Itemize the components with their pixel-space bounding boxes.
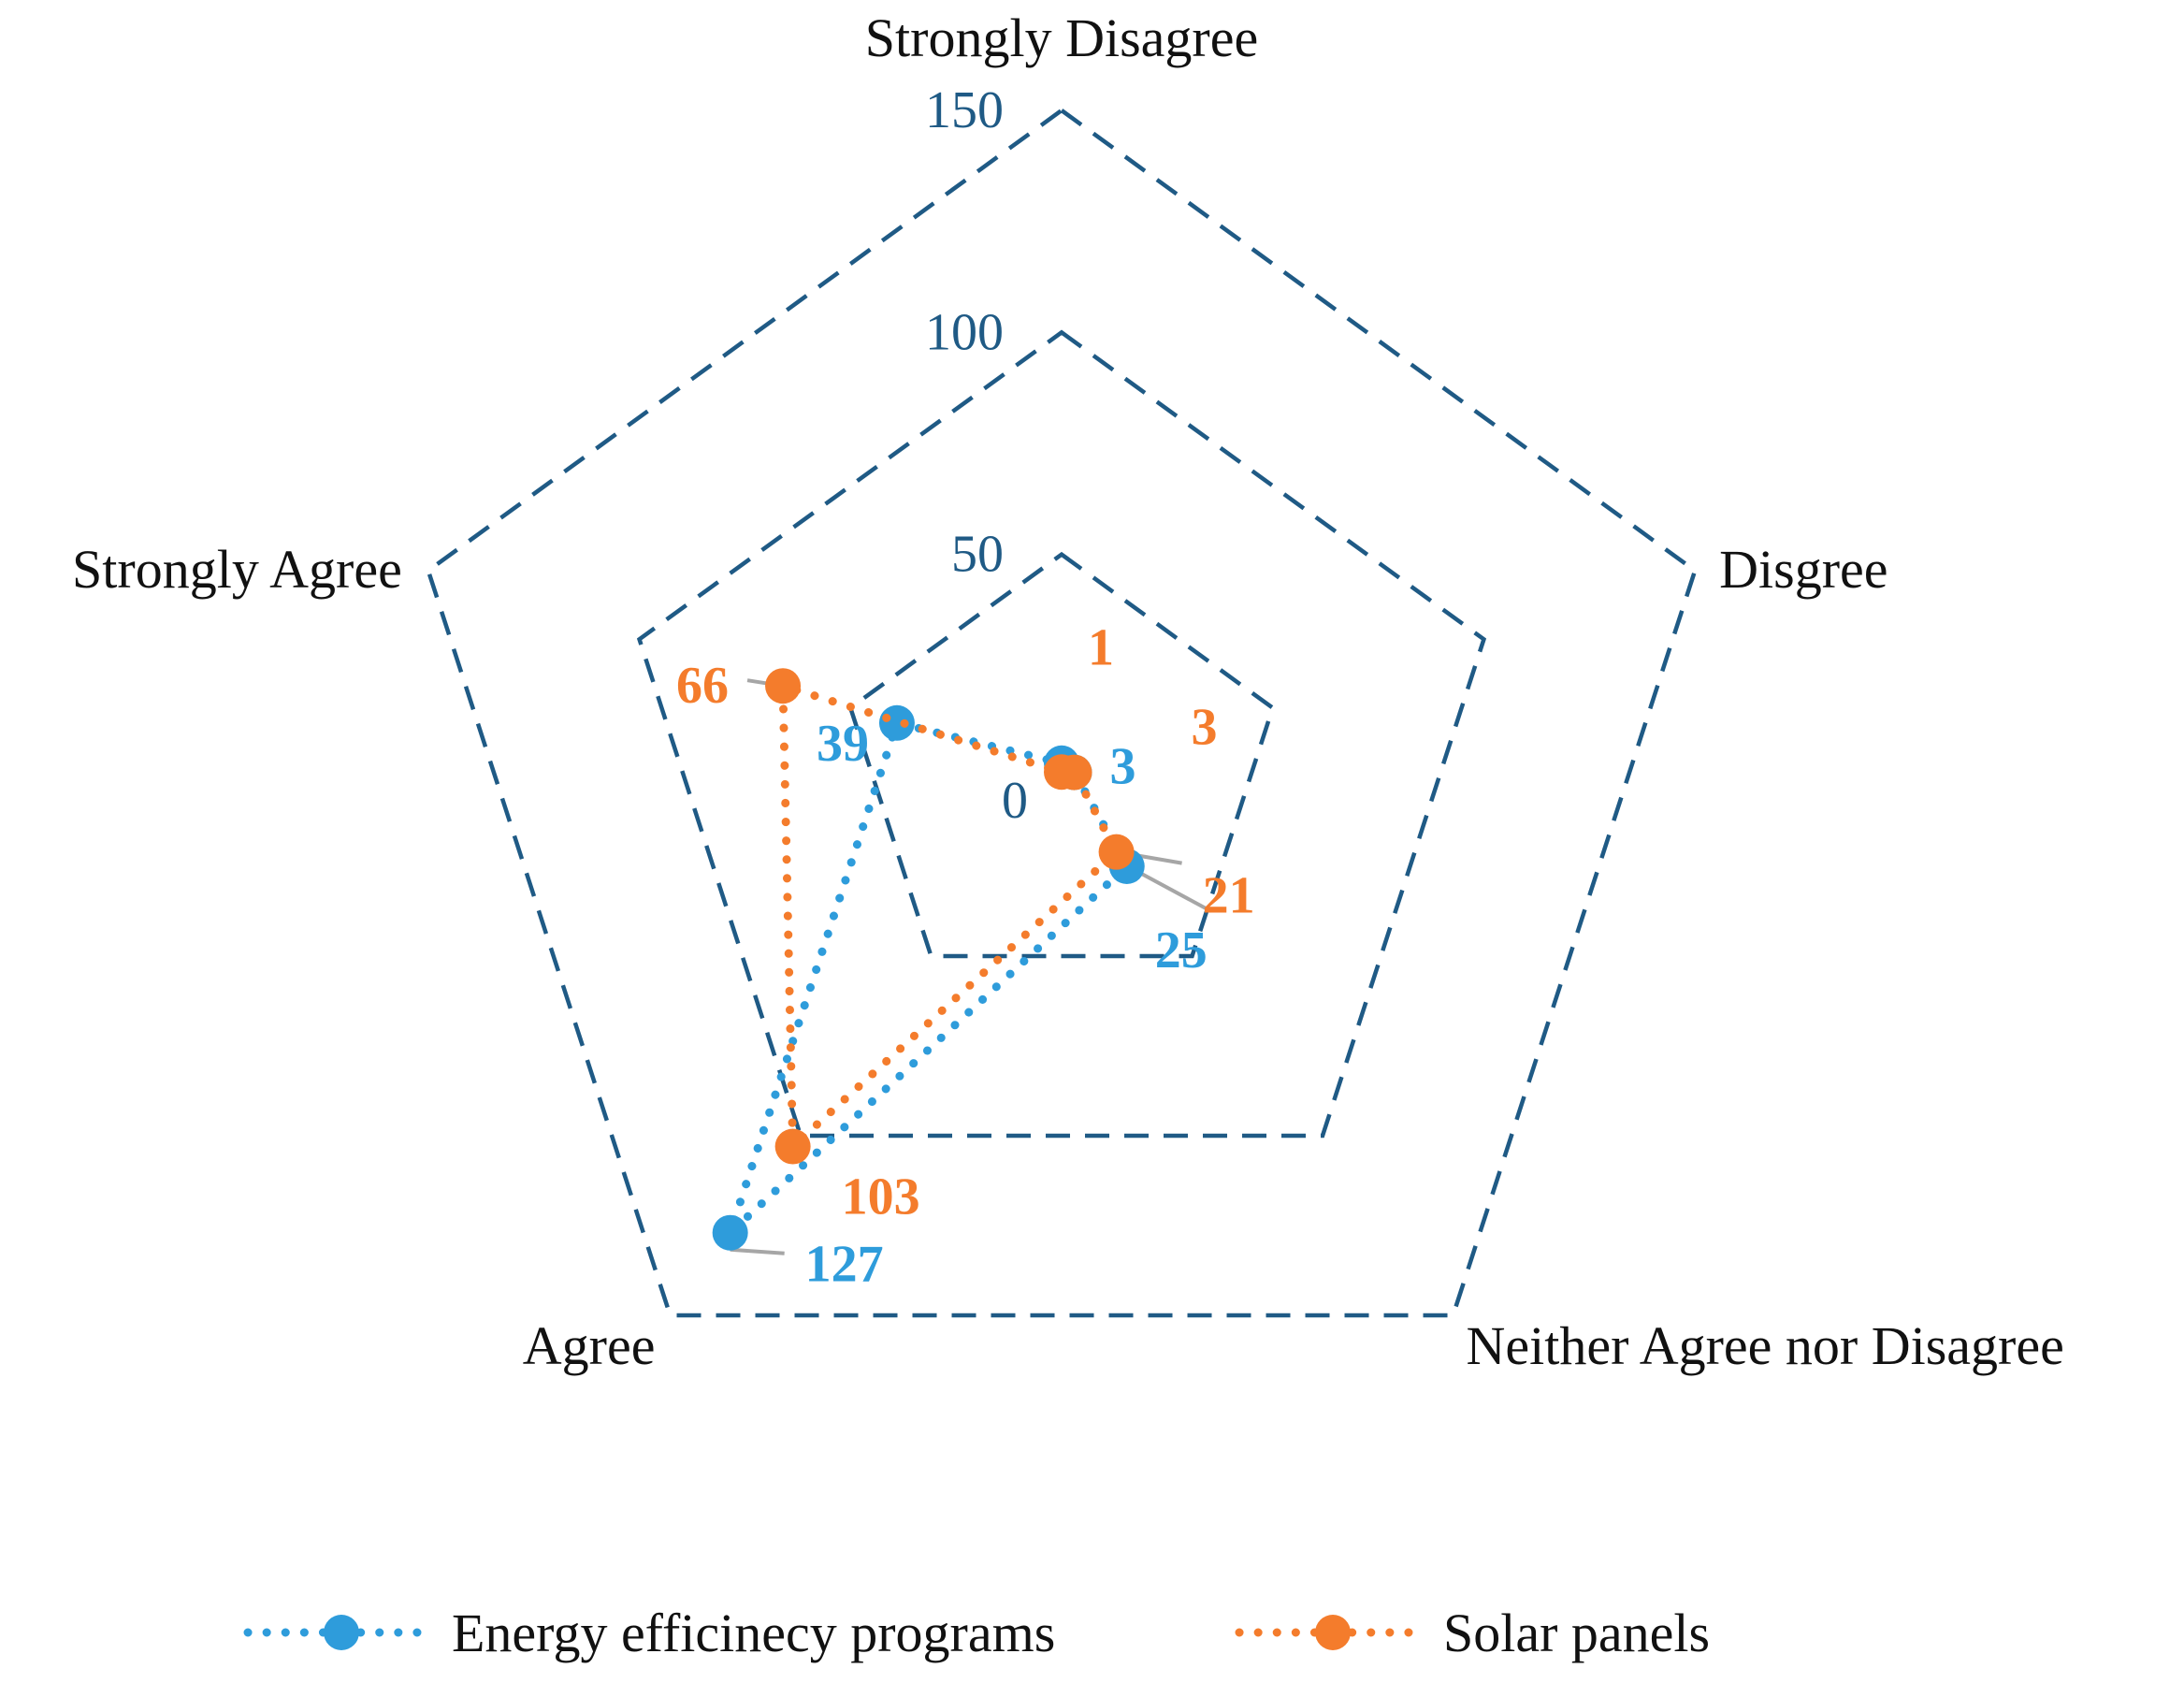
- radar-grid: [426, 108, 1698, 1318]
- tick-label-50: 50: [951, 526, 1004, 584]
- category-label-2: Neither Agree nor Disagree: [1467, 1315, 2064, 1376]
- radial-tick-labels: 0 50 100 150: [925, 81, 1028, 830]
- legend-label-1: Solar panels: [1443, 1603, 1710, 1663]
- series-1-label-2: 21: [1203, 867, 1255, 925]
- series-1-point-1: [1056, 754, 1092, 791]
- series-0-label-2: 25: [1155, 921, 1208, 979]
- series-0-label-1: 3: [1110, 738, 1136, 796]
- grid-ring-50: [847, 551, 1276, 959]
- category-label-4: Strongly Agree: [72, 539, 402, 600]
- legend-swatch-marker-0: [324, 1615, 359, 1650]
- legend-label-0: Energy efficinecy programs: [452, 1603, 1055, 1663]
- series-1-label-4: 66: [676, 657, 729, 715]
- category-label-3: Agree: [523, 1315, 656, 1376]
- series-group: [712, 668, 1145, 1251]
- grid-ring-100: [636, 329, 1487, 1139]
- tick-label-0: 0: [1002, 772, 1028, 830]
- category-label-1: Disgree: [1719, 539, 1887, 600]
- series-1-point-4: [765, 668, 802, 704]
- category-labels: Strongly Disagree Disgree Neither Agree no…: [72, 7, 2064, 1376]
- series-1-point-3: [774, 1128, 811, 1165]
- series-0-point-3: [712, 1214, 748, 1251]
- series-0-label-4: 39: [817, 715, 869, 773]
- series-line-1: [778, 681, 1121, 1152]
- tick-label-150: 150: [925, 81, 1004, 139]
- data-labels: 3 25 127 39 1 3 21 103 66: [676, 618, 1255, 1293]
- series-line-0: [726, 718, 1132, 1238]
- series-1-label-3: 103: [842, 1168, 920, 1226]
- series-0-leader-3: [730, 1247, 785, 1255]
- series-0-point-4: [878, 704, 915, 741]
- series-1-point-2: [1098, 834, 1135, 870]
- legend: Energy efficinecy programs Solar panels: [243, 1603, 1710, 1663]
- legend-swatch-marker-1: [1315, 1615, 1351, 1650]
- series-0-label-3: 127: [805, 1236, 884, 1294]
- grid-ring-150: [426, 108, 1698, 1318]
- category-label-0: Strongly Disagree: [865, 7, 1258, 68]
- series-1-label-0: 1: [1088, 618, 1114, 676]
- tick-label-100: 100: [925, 303, 1004, 361]
- series-1-label-1: 3: [1192, 699, 1218, 757]
